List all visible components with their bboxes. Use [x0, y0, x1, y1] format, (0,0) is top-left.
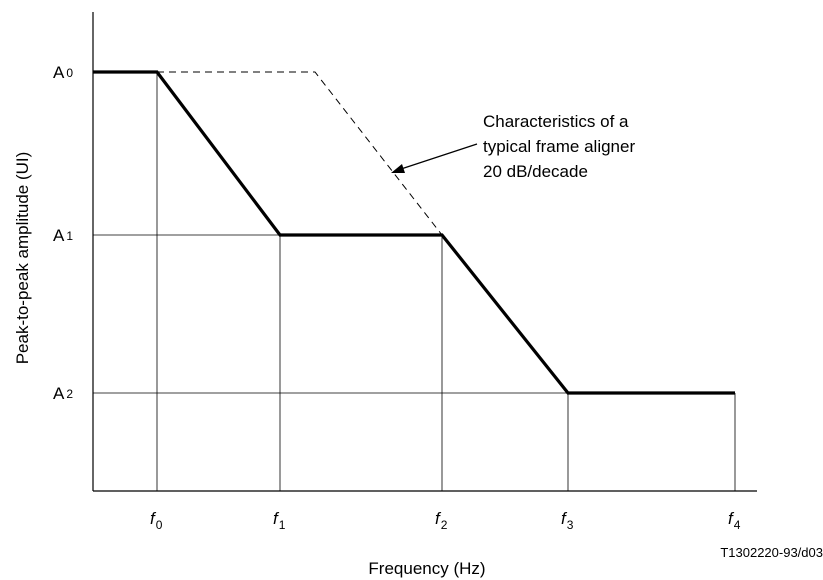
x-tick-label-f4: f4 [728, 509, 741, 532]
x-tick-label-f3: f3 [561, 509, 574, 532]
gridlines [93, 72, 736, 491]
annotation: Characteristics of a typical frame align… [391, 112, 635, 181]
annotation-line-3: 20 dB/decade [483, 162, 588, 181]
annotation-arrowhead [391, 164, 405, 173]
annotation-line-2: typical frame aligner [483, 137, 635, 156]
x-axis-title: Frequency (Hz) [368, 559, 485, 578]
x-tick-label-f0: f0 [150, 509, 163, 532]
series-lines [93, 70, 735, 395]
figure-reference: T1302220-93/d03 [720, 545, 823, 560]
x-tick-label-f1: f1 [273, 509, 286, 532]
y-tick-labels: A 0 A 1 A 2 [53, 63, 73, 403]
axes [92, 12, 757, 492]
annotation-line-1: Characteristics of a [483, 112, 629, 131]
x-tick-labels: f0 f1 f2 f3 f4 [150, 509, 741, 532]
series-frame-aligner-dashed [157, 71, 443, 236]
series-tolerance-mask [93, 70, 735, 395]
x-tick-label-f2: f2 [435, 509, 448, 532]
annotation-arrow [397, 143, 478, 171]
y-axis-title: Peak-to-peak amplitude (UI) [13, 152, 32, 365]
